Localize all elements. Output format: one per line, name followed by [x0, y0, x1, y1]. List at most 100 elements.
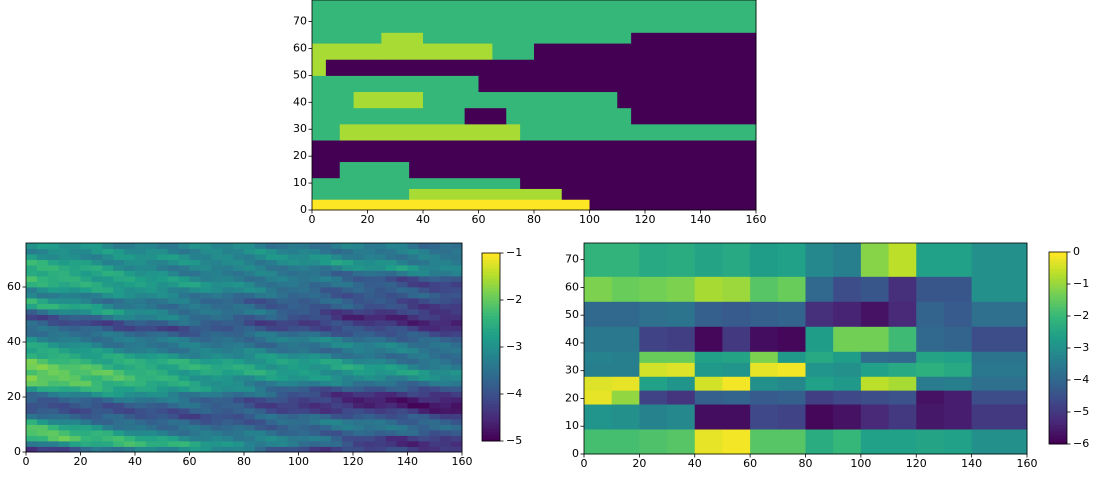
heat-cell — [80, 358, 92, 365]
heat-cell — [124, 248, 136, 255]
heat-cell — [58, 325, 70, 332]
facies-cell — [381, 43, 493, 60]
heat-cell — [200, 375, 212, 381]
heat-cell — [135, 446, 147, 453]
heat-cell — [58, 430, 70, 436]
heat-cell — [156, 309, 169, 315]
heat-cell — [233, 347, 245, 354]
heat-cell — [287, 243, 299, 249]
heat-cell — [320, 287, 332, 293]
heat-cell — [418, 441, 430, 447]
heat-cell — [440, 386, 452, 392]
heat-cell — [58, 358, 70, 365]
heat-cell — [639, 254, 668, 277]
heat-cell — [102, 369, 114, 376]
heat-cell — [58, 375, 70, 381]
heat-cell — [320, 331, 332, 337]
heat-cell — [276, 391, 288, 398]
heat-cell — [342, 243, 354, 249]
heat-cell — [178, 287, 190, 293]
heat-cell — [440, 430, 452, 436]
heat-cell — [69, 375, 81, 381]
heat-cell — [26, 391, 38, 398]
heat-cell — [418, 270, 430, 277]
heat-cell — [124, 309, 136, 315]
heat-cell — [36, 276, 49, 282]
heat-cell — [320, 325, 332, 332]
heat-cell — [102, 287, 114, 293]
heat-cell — [254, 314, 267, 321]
heat-cell — [451, 292, 463, 299]
heat-cell — [385, 303, 397, 310]
heat-cell — [222, 435, 234, 442]
heat-cell — [429, 413, 441, 420]
heat-cell — [440, 298, 452, 304]
colorbar-segment — [482, 253, 500, 257]
heat-cell — [156, 347, 169, 354]
heat-cell — [26, 386, 38, 392]
heat-cell — [374, 314, 387, 321]
heat-cell — [113, 303, 125, 310]
colorbar-segment — [482, 381, 500, 386]
heat-cell — [276, 353, 288, 359]
heat-cell — [254, 265, 267, 271]
colorbar-segment — [1049, 344, 1067, 349]
heat-cell — [145, 325, 158, 332]
heat-cell — [156, 446, 169, 453]
heat-cell — [331, 364, 343, 370]
heat-cell — [407, 303, 419, 310]
heat-cell — [694, 301, 723, 327]
heat-cell — [189, 369, 201, 376]
heat-cell — [167, 441, 179, 447]
heat-cell — [396, 292, 408, 299]
heat-cell — [156, 402, 169, 409]
heat-cell — [320, 347, 332, 354]
colorbar-segment — [482, 271, 500, 276]
heat-cell — [276, 265, 288, 271]
heat-cell — [80, 336, 92, 343]
facies-cell — [312, 75, 410, 93]
heat-cell — [211, 347, 223, 354]
heat-cell — [298, 270, 310, 277]
heat-cell — [639, 276, 668, 302]
heat-cell — [385, 358, 397, 365]
heat-cell — [113, 325, 125, 332]
heat-cell — [211, 441, 223, 447]
colorbar-segment — [482, 390, 500, 395]
heat-cell — [233, 270, 245, 277]
heat-cell — [254, 353, 267, 359]
heat-cell — [200, 276, 212, 282]
heat-cell — [667, 362, 696, 377]
heat-cell — [102, 380, 114, 387]
colorbar-segment — [1049, 284, 1067, 288]
heat-cell — [156, 259, 169, 266]
heat-cell — [385, 353, 397, 359]
heat-cell — [211, 331, 223, 337]
heat-cell — [331, 397, 343, 403]
heat-cell — [69, 314, 81, 321]
heat-cell — [860, 376, 890, 391]
heat-cell — [58, 408, 70, 414]
heat-cell — [888, 362, 917, 377]
heat-cell — [36, 331, 49, 337]
heat-cell — [69, 408, 81, 414]
heat-cell — [167, 254, 179, 260]
heat-cell — [200, 358, 212, 365]
heat-cell — [374, 254, 387, 260]
heat-cell — [189, 314, 201, 321]
heat-cell — [211, 265, 223, 271]
heat-cell — [440, 314, 452, 321]
heat-cell — [91, 303, 103, 310]
heat-cell — [102, 325, 114, 332]
heat-cell — [80, 402, 92, 409]
heat-cell — [47, 259, 60, 266]
heat-cell — [407, 441, 419, 447]
heat-cell — [429, 276, 441, 282]
heat-cell — [47, 320, 60, 326]
heat-cell — [200, 369, 212, 376]
heat-cell — [331, 430, 343, 436]
heat-cell — [102, 358, 114, 365]
heat-cell — [135, 364, 147, 370]
heat-cell — [331, 347, 343, 354]
heat-cell — [26, 342, 38, 348]
